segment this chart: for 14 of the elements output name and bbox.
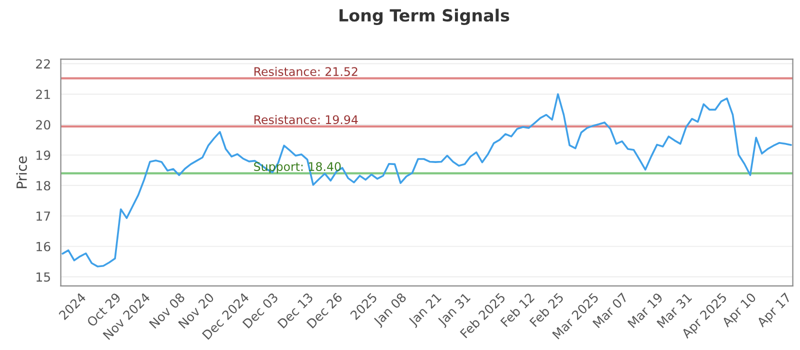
ref-line-label: Resistance: 21.52: [254, 66, 358, 76]
y-tick-label: 21: [36, 90, 50, 99]
y-tick-label: 15: [36, 272, 50, 282]
y-axis-title: Price: [16, 156, 27, 188]
y-tick-label: 16: [36, 242, 50, 252]
y-tick-label: 17: [36, 212, 50, 221]
y-tick-label: 18: [36, 180, 50, 190]
ref-line-label: Resistance: 19.94: [254, 115, 358, 124]
chart-title: Long Term Signals: [340, 8, 510, 26]
y-tick-label: 20: [36, 120, 50, 130]
line-series: [62, 93, 792, 268]
x-tick-label: Apr 17: [756, 292, 794, 330]
y-tick-label: 19: [36, 150, 50, 160]
y-tick-label: 22: [36, 59, 50, 68]
